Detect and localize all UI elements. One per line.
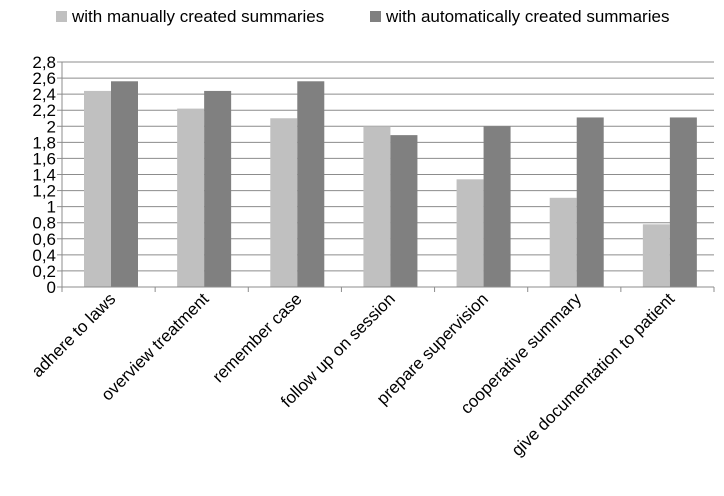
- y-tick-label: 2,2: [32, 101, 56, 120]
- bar-manual-2: [177, 108, 205, 287]
- x-tick-label: adhere to laws: [28, 289, 120, 381]
- y-tick-label: 1,4: [32, 166, 56, 185]
- y-tick-label: 0,4: [32, 246, 56, 265]
- y-tick-label: 1,6: [32, 149, 56, 168]
- bar-automatic-4: [390, 135, 418, 287]
- y-tick-label: 0,8: [32, 214, 56, 233]
- bar-manual-6: [549, 197, 577, 287]
- legend-swatch-2: [370, 11, 381, 22]
- y-tick-label: 0: [47, 278, 56, 297]
- bar-automatic-7: [669, 117, 697, 287]
- axes: [61, 62, 715, 292]
- y-tick-label: 2: [47, 117, 56, 136]
- bar-manual-3: [270, 118, 298, 287]
- bar-automatic-5: [483, 126, 511, 288]
- x-tick-label: remember case: [209, 289, 306, 386]
- legend-swatch-1: [56, 11, 67, 22]
- bar-manual-4: [363, 126, 391, 288]
- bar-manual-1: [84, 90, 111, 287]
- legend-label-2: with automatically created summaries: [385, 7, 669, 26]
- bar-automatic-2: [204, 90, 232, 287]
- y-tick-label: 1,8: [32, 133, 56, 152]
- y-tick-label: 2,4: [32, 85, 56, 104]
- y-tick-label: 0,2: [32, 262, 56, 281]
- bar-manual-5: [456, 179, 484, 287]
- y-tick-label: 1: [47, 198, 56, 217]
- bar-manual-7: [642, 224, 670, 287]
- y-tick-label: 2,8: [32, 53, 56, 72]
- y-tick-labels: 00,20,40,60,811,21,41,61,822,22,42,62,8: [32, 53, 56, 297]
- bars: [84, 81, 697, 288]
- legend-label-1: with manually created summaries: [71, 7, 324, 26]
- bar-automatic-6: [576, 117, 604, 287]
- y-tick-label: 2,6: [32, 69, 56, 88]
- bar-automatic-3: [297, 81, 325, 288]
- y-tick-label: 0,6: [32, 230, 56, 249]
- x-tick-label: give documentation to patient: [508, 289, 679, 460]
- bar-automatic-1: [111, 81, 138, 288]
- legend: with manually created summaries with auto…: [56, 7, 669, 26]
- y-tick-label: 1,2: [32, 182, 56, 201]
